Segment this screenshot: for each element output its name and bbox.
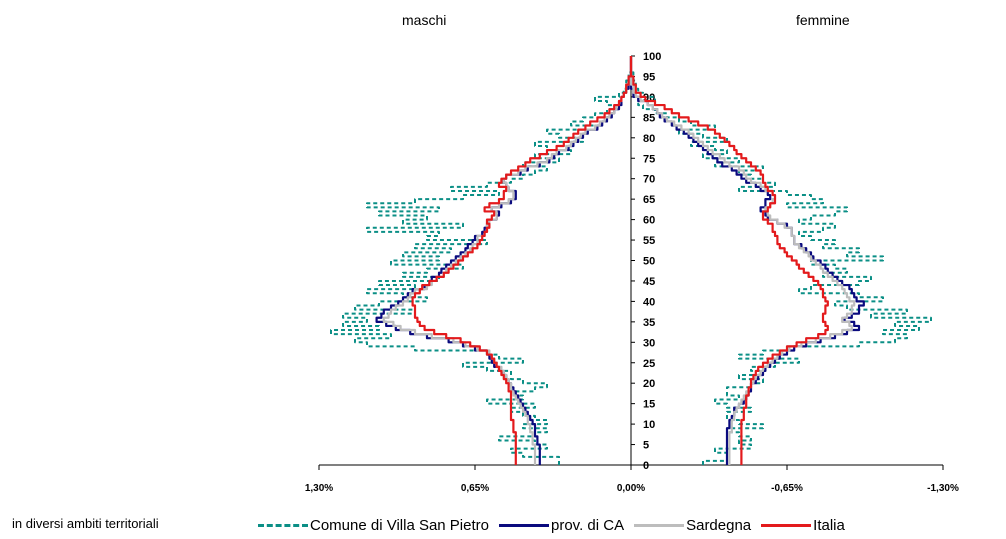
series-line-male-0 xyxy=(330,56,632,465)
y-tick-label: 85 xyxy=(643,112,655,124)
series-line-female-0 xyxy=(630,56,932,465)
x-tick-label: -1,30% xyxy=(927,483,959,494)
y-tick-label: 65 xyxy=(643,194,655,206)
territory-note: in diversi ambiti territoriali xyxy=(12,516,159,531)
legend-item-comune: Comune di Villa San Pietro xyxy=(258,517,489,534)
y-tick-label: 45 xyxy=(643,276,655,288)
y-tick-label: 70 xyxy=(643,174,655,186)
y-tick-label: 20 xyxy=(643,378,655,390)
legend-item-sardegna: Sardegna xyxy=(634,517,751,534)
y-tick-label: 95 xyxy=(643,71,655,83)
legend-swatch-comune xyxy=(258,523,308,527)
x-tick-label: 0,65% xyxy=(461,483,489,494)
legend-label-sardegna: Sardegna xyxy=(686,516,752,534)
y-tick-label: 10 xyxy=(643,419,655,431)
legend: Comune di Villa San Pietro prov. di CA S… xyxy=(258,515,855,535)
legend-label-provincia: prov. di CA xyxy=(551,516,625,534)
y-tick-label: 15 xyxy=(643,399,655,411)
y-tick-label: 50 xyxy=(643,256,655,268)
y-tick-label: 30 xyxy=(643,337,655,349)
y-tick-label: 60 xyxy=(643,215,655,227)
y-tick-label: 100 xyxy=(643,51,661,63)
series-line-female-3 xyxy=(629,56,829,465)
x-tick-label: 1,30% xyxy=(305,483,333,494)
y-tick-label: 55 xyxy=(643,235,655,247)
y-tick-label: 35 xyxy=(643,317,655,329)
legend-item-italia: Italia xyxy=(761,517,845,534)
y-tick-label: 75 xyxy=(643,153,655,165)
y-tick-label: 80 xyxy=(643,133,655,145)
y-tick-label: 5 xyxy=(643,440,649,452)
axes-layer: 1,30% 0,65% 0,00% -0,65% -1,30% 0 5 10 15 20 25 30 3… xyxy=(305,51,959,494)
females-header: femmine xyxy=(796,12,850,28)
males-header: maschi xyxy=(402,12,447,28)
y-tick-label: 0 xyxy=(643,460,649,472)
legend-label-comune: Comune di Villa San Pietro xyxy=(310,516,489,534)
legend-swatch-sardegna xyxy=(634,523,685,527)
y-tick-label: 40 xyxy=(643,296,655,308)
y-tick-label: 25 xyxy=(643,358,655,370)
x-tick-label: -0,65% xyxy=(771,483,803,494)
legend-swatch-italia xyxy=(761,523,812,527)
series-line-male-2 xyxy=(382,56,633,465)
series-line-male-3 xyxy=(411,56,633,465)
x-tick-label: 0,00% xyxy=(617,483,645,494)
series-layer xyxy=(330,56,932,465)
legend-label-italia: Italia xyxy=(813,516,845,534)
legend-swatch-provincia xyxy=(499,523,549,527)
series-line-female-2 xyxy=(629,56,856,465)
legend-item-provincia: prov. di CA xyxy=(499,517,624,534)
